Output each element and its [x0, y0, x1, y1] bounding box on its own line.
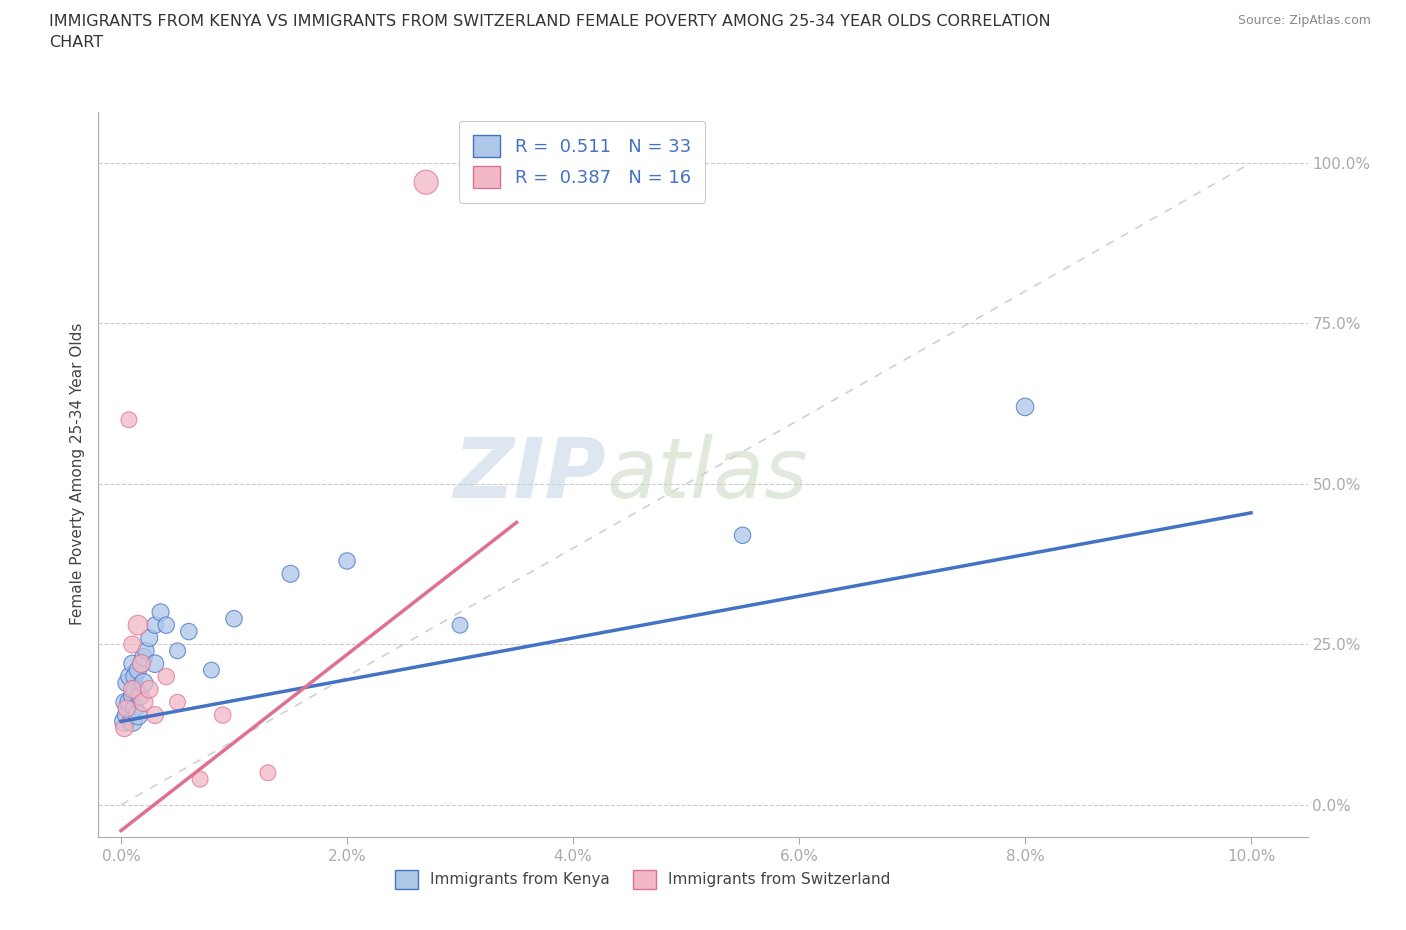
- Point: [125, 682, 148, 697]
- Point: [118, 695, 141, 710]
- Point: [166, 695, 188, 710]
- Text: IMMIGRANTS FROM KENYA VS IMMIGRANTS FROM SWITZERLAND FEMALE POVERTY AMONG 25-34 : IMMIGRANTS FROM KENYA VS IMMIGRANTS FROM…: [49, 14, 1050, 50]
- Point: [131, 657, 153, 671]
- Point: [121, 637, 143, 652]
- Point: [143, 657, 166, 671]
- Point: [731, 528, 754, 543]
- Point: [115, 708, 138, 723]
- Point: [135, 644, 157, 658]
- Point: [415, 175, 437, 190]
- Point: [132, 675, 155, 690]
- Point: [127, 663, 149, 678]
- Point: [1014, 400, 1036, 415]
- Point: [138, 682, 160, 697]
- Text: ZIP: ZIP: [454, 433, 606, 515]
- Point: [112, 695, 135, 710]
- Point: [118, 412, 141, 427]
- Point: [112, 714, 135, 729]
- Point: [143, 708, 166, 723]
- Point: [132, 650, 155, 665]
- Point: [115, 701, 138, 716]
- Point: [115, 675, 138, 690]
- Point: [149, 604, 172, 619]
- Point: [257, 765, 280, 780]
- Point: [124, 701, 146, 716]
- Point: [120, 669, 142, 684]
- Point: [112, 721, 135, 736]
- Legend: Immigrants from Kenya, Immigrants from Switzerland: Immigrants from Kenya, Immigrants from S…: [389, 864, 896, 895]
- Point: [121, 714, 143, 729]
- Point: [129, 688, 152, 703]
- Point: [200, 663, 222, 678]
- Point: [131, 657, 153, 671]
- Point: [121, 688, 143, 703]
- Point: [336, 553, 359, 568]
- Point: [449, 618, 471, 632]
- Point: [188, 772, 211, 787]
- Point: [127, 618, 149, 632]
- Text: atlas: atlas: [606, 433, 808, 515]
- Point: [121, 682, 143, 697]
- Point: [121, 657, 143, 671]
- Point: [211, 708, 233, 723]
- Y-axis label: Female Poverty Among 25-34 Year Olds: Female Poverty Among 25-34 Year Olds: [69, 323, 84, 626]
- Point: [143, 618, 166, 632]
- Point: [138, 631, 160, 645]
- Point: [222, 611, 245, 626]
- Point: [155, 618, 177, 632]
- Point: [177, 624, 200, 639]
- Point: [166, 644, 188, 658]
- Text: Source: ZipAtlas.com: Source: ZipAtlas.com: [1237, 14, 1371, 27]
- Point: [124, 669, 146, 684]
- Point: [155, 669, 177, 684]
- Point: [132, 695, 155, 710]
- Point: [280, 566, 302, 581]
- Point: [127, 708, 149, 723]
